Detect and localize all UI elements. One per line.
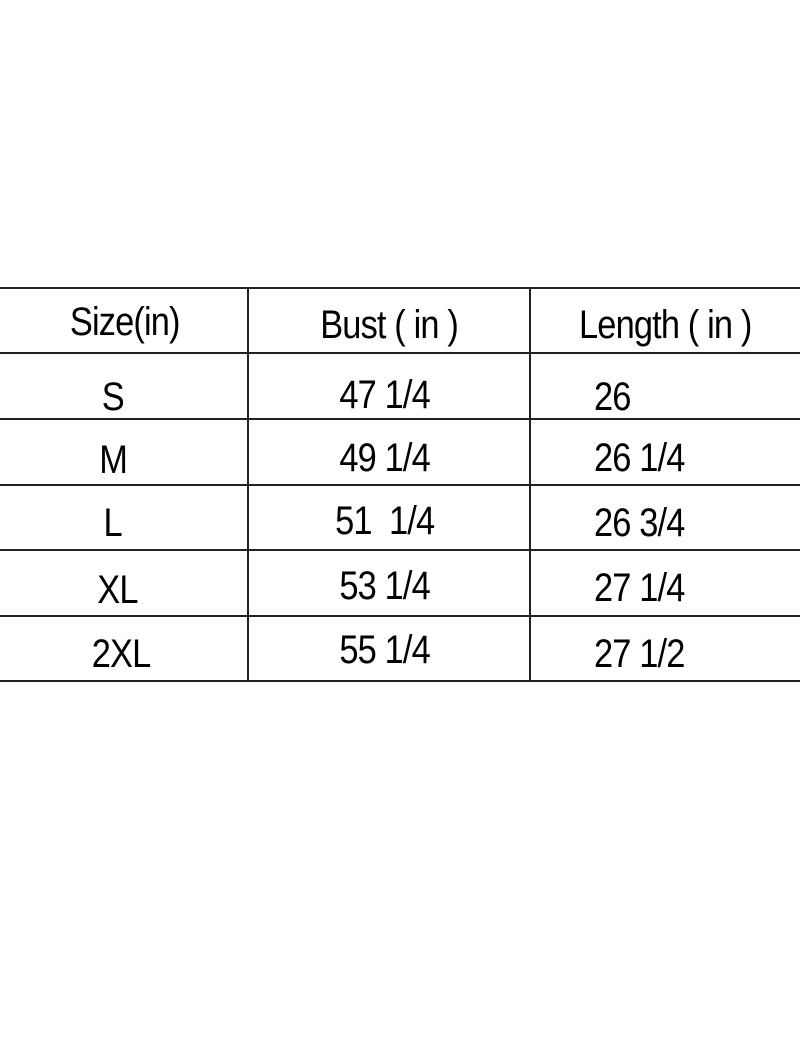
bust-cell: 55 1/4 [339,628,431,672]
bust-cell: 51 1/4 [335,499,435,543]
size-cell: S [101,375,125,419]
column-divider [529,288,531,682]
header-size: Size(in) [70,300,181,344]
size-cell: 2XL [91,632,151,676]
length-cell: 26 3/4 [594,501,685,545]
length-cell: 27 1/4 [594,566,685,610]
row-divider [0,418,800,420]
length-cell: 26 1/4 [594,436,685,480]
size-cell: M [99,438,128,482]
row-divider [0,484,800,486]
row-divider [0,352,800,354]
bust-cell: 53 1/4 [339,564,431,608]
size-cell: XL [96,568,138,612]
row-divider [0,615,800,617]
header-length: Length ( in ) [578,303,752,347]
table-border-bottom [0,680,800,682]
size-cell: L [103,501,123,545]
bust-cell: 47 1/4 [339,373,431,417]
table-border-top [0,287,800,289]
length-cell: 26 [594,375,631,419]
column-divider [247,288,249,682]
row-divider [0,549,800,551]
bust-cell: 49 1/4 [339,436,431,480]
header-bust: Bust ( in ) [320,303,459,347]
length-cell: 27 1/2 [594,632,685,676]
